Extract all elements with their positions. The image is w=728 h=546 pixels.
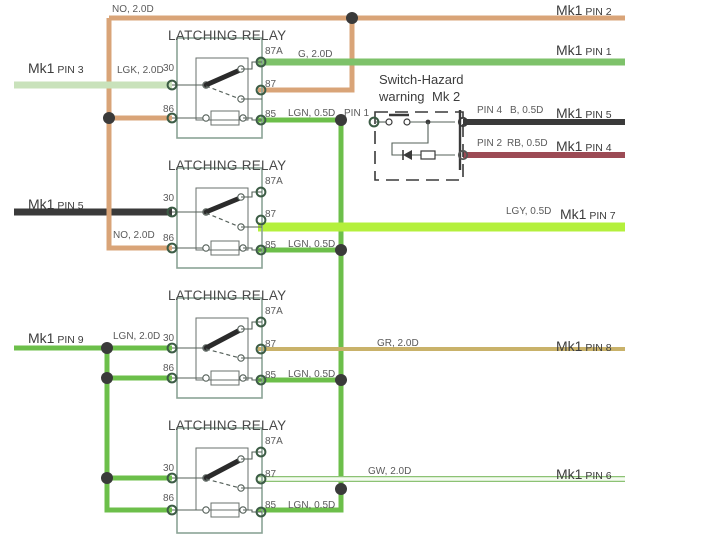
wire-label-gw-20d: GW, 2.0D [368,466,412,477]
switch-pin-2-label: PIN 2 [477,138,503,149]
relay-1-box[interactable] [166,37,267,139]
relay-3-box[interactable] [166,297,267,399]
relay3-terminal-85: 85 [265,370,277,381]
relay-2-title: LATCHING RELAY [168,158,287,173]
mk1-pin-6-connector: Mk1 [556,466,583,482]
switch-hazard-title-line2: warning [379,89,425,104]
relay4-terminal-87: 87 [265,469,277,480]
relay-4-box[interactable] [166,427,267,534]
wire-label-lgn-05d-r2: LGN, 0.5D [288,239,336,250]
relay2-terminal-30: 30 [163,193,175,204]
mk1-pin-8-connector: Mk1 [556,338,583,354]
mk1-pin-5-left-pin: PIN 5 [54,200,84,212]
mk1-pin-9: Mk1 PIN 9 [28,330,84,348]
wire-label-no-r2: NO, 2.0D [113,230,155,241]
relay3-terminal-87: 87 [265,339,277,350]
mk1-pin-5-right: Mk1 PIN 5 [556,105,612,123]
mk1-pin-2-pin: PIN 2 [582,6,612,18]
mk1-pin-7-pin: PIN 7 [586,210,616,222]
mk1-pin-6: Mk1 PIN 6 [556,466,612,484]
mk1-pin-1-connector: Mk1 [556,42,583,58]
relay4-terminal-86: 86 [163,493,175,504]
relay-3-title: LATCHING RELAY [168,288,287,303]
wire-label-lgn-20d-r3: LGN, 2.0D [113,331,161,342]
wire-no-2-0d-r2 [106,118,172,251]
mk1-pin-1-pin: PIN 1 [582,46,612,58]
mk1-pin-2: Mk1 PIN 2 [556,2,612,20]
switch-hazard-warning-box[interactable] [368,110,469,181]
relay4-terminal-85: 85 [265,500,277,511]
relay1-terminal-87a: 87A [265,46,283,57]
relay4-terminal-87a: 87A [265,436,283,447]
wire-lgn-2-0d-left-bus [14,345,172,513]
switch-hazard-mk2-label: Mk 2 [432,89,461,104]
relay2-terminal-85: 85 [265,240,277,251]
relay1-terminal-30: 30 [163,63,175,74]
relay3-terminal-86: 86 [163,363,175,374]
mk1-pin-4-right-connector: Mk1 [556,138,583,154]
wire-label-lgk: LGK, 2.0D [117,65,164,76]
mk1-pin-8: Mk1 PIN 8 [556,338,612,356]
relay-2-box[interactable] [166,167,267,269]
relay-1-title: LATCHING RELAY [168,28,287,43]
mk1-pin-6-pin: PIN 6 [582,470,612,482]
wire-label-lgn-05d-r4: LGN, 0.5D [288,500,336,511]
junction-dots [101,12,358,495]
mk1-pin-1: Mk1 PIN 1 [556,42,612,60]
wire-label-lgn-05d-r3: LGN, 0.5D [288,369,336,380]
relay2-terminal-86: 86 [163,233,175,244]
relay2-terminal-87a: 87A [265,176,283,187]
wire-lgn-0-5d-r4 [258,489,344,513]
mk1-pin-7: Mk1 PIN 7 [560,206,616,224]
wire-label-no-top: NO, 2.0D [112,4,154,15]
mk1-pin-8-pin: PIN 8 [582,342,612,354]
relay3-terminal-30: 30 [163,333,175,344]
wire-label-b-05d: B, 0.5D [510,105,544,116]
mk1-pin-2-connector: Mk1 [556,2,583,18]
switch-pin-1-label: PIN 1 [344,108,370,119]
mk1-pin-5-right-connector: Mk1 [556,105,583,121]
wire-label-rb-05d: RB, 0.5D [507,138,548,149]
relay-4-title: LATCHING RELAY [168,418,287,433]
relay2-terminal-87: 87 [265,209,277,220]
mk1-pin-7-connector: Mk1 [560,206,587,222]
mk1-pin-3-connector: Mk1 [28,60,55,76]
mk1-pin-5-left-connector: Mk1 [28,196,55,212]
relay4-terminal-30: 30 [163,463,175,474]
wire-label-lgy-05d: LGY, 0.5D [506,206,552,217]
mk1-pin-3-pin: PIN 3 [54,64,84,76]
relay1-terminal-85: 85 [265,109,277,120]
wire-label-g-2-0d: G, 2.0D [298,49,333,60]
mk1-pin-9-pin: PIN 9 [54,334,84,346]
mk1-pin-9-connector: Mk1 [28,330,55,346]
relay1-terminal-87: 87 [265,79,277,90]
mk1-pin-4-right: Mk1 PIN 4 [556,138,612,156]
wire-label-gr-20d: GR, 2.0D [377,338,419,349]
mk1-pin-3: Mk1 PIN 3 [28,60,84,78]
relay3-terminal-87a: 87A [265,306,283,317]
switch-hazard-title-line1: Switch-Hazard [379,72,464,87]
relay1-terminal-86: 86 [163,104,175,115]
wire-label-lgn-05d-r1: LGN, 0.5D [288,108,336,119]
switch-pin-4-label: PIN 4 [477,105,503,116]
mk1-pin-5-left: Mk1 PIN 5 [28,196,84,214]
mk1-pin-4-right-pin: PIN 4 [582,142,612,154]
mk1-pin-5-right-pin: PIN 5 [582,109,612,121]
